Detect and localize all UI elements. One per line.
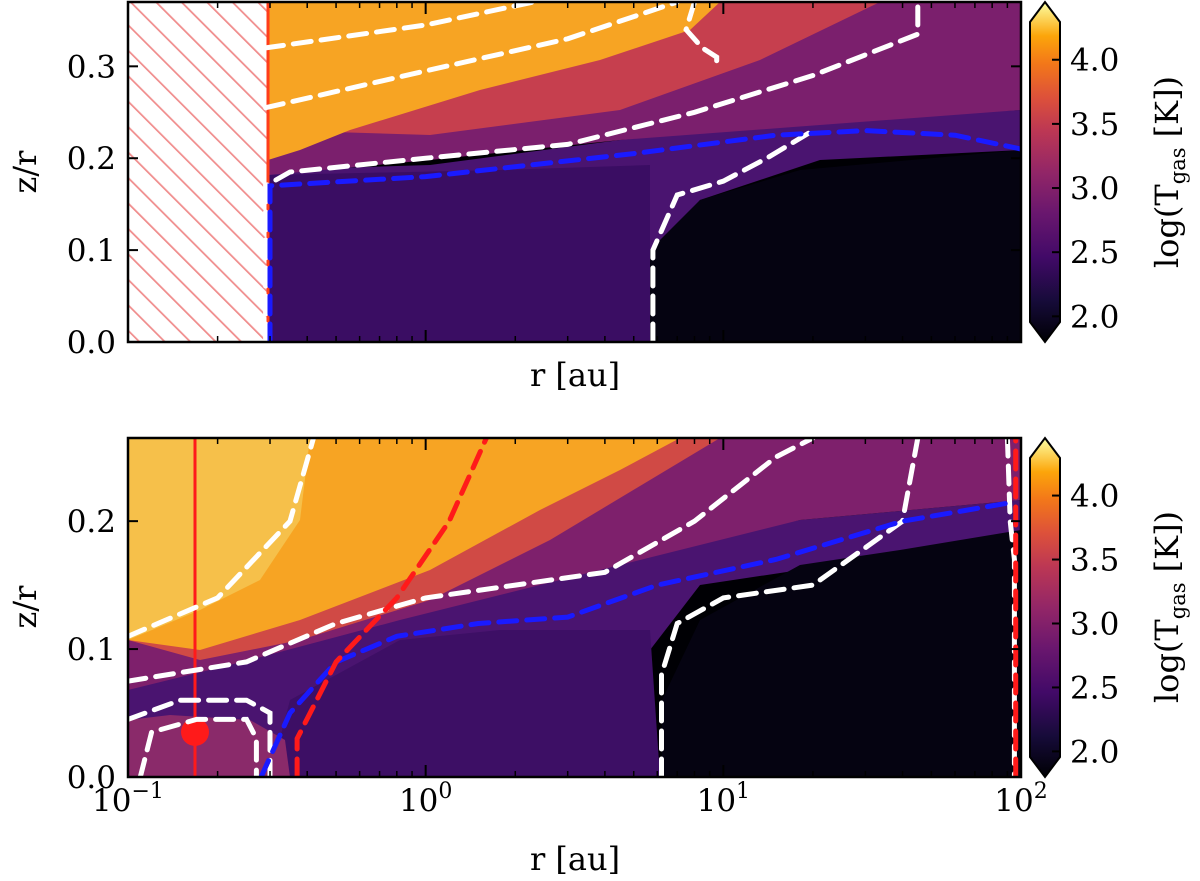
top-ylabel: z/r bbox=[6, 150, 44, 194]
colorbar-tick-label: 3.0 bbox=[1070, 606, 1119, 642]
top-xlabel: r [au] bbox=[530, 356, 620, 394]
top-colorbar-ticks: 2.0 2.5 3.0 3.5 4.0 bbox=[1052, 43, 1119, 335]
top-x-minor-ticks bbox=[127, 2, 1022, 342]
top-region-cold bbox=[650, 150, 1021, 342]
y-tick-label: 0.0 bbox=[67, 325, 116, 361]
x-tick-label: 101 bbox=[697, 779, 750, 819]
top-y-ticks: 0.0 0.1 0.2 0.3 bbox=[67, 49, 1021, 361]
y-tick-label: 0.1 bbox=[67, 632, 116, 668]
white-contour bbox=[650, 128, 816, 342]
bottom-region-midplane bbox=[270, 630, 660, 777]
bottom-axes-frame bbox=[126, 436, 1023, 779]
colorbar-tick-label: 2.0 bbox=[1070, 734, 1119, 770]
white-contour bbox=[128, 438, 316, 639]
bottom-y-ticks: 0.0 0.1 0.2 bbox=[67, 504, 1021, 796]
colorbar-tick-label: 3.0 bbox=[1070, 171, 1119, 207]
colorbar-tick-label: 2.0 bbox=[1070, 299, 1119, 335]
colorbar-tick-label: 4.0 bbox=[1070, 479, 1119, 515]
y-tick-label: 0.2 bbox=[67, 141, 116, 177]
red-marker-dot bbox=[181, 718, 209, 746]
top-region-hottest bbox=[268, 2, 720, 160]
bottom-colorbar-ticks: 2.0 2.5 3.0 3.5 4.0 bbox=[1052, 479, 1119, 770]
top-colorbar: 2.0 2.5 3.0 3.5 4.0 log(Tgas [K]) bbox=[1029, 0, 1190, 344]
bottom-ylabel: z/r bbox=[6, 585, 44, 629]
bottom-region-pale bbox=[128, 438, 310, 640]
white-contour bbox=[128, 697, 273, 777]
blue-contour bbox=[258, 499, 1017, 777]
bottom-contours bbox=[128, 438, 1019, 777]
top-colorbar-label: log(Tgas [K]) bbox=[1148, 76, 1190, 268]
x-tick-label: 10−1 bbox=[92, 779, 164, 819]
white-contour bbox=[263, 2, 921, 342]
x-tick-label: 100 bbox=[399, 779, 452, 819]
x-tick-label: 102 bbox=[994, 779, 1047, 819]
top-region-midplane bbox=[268, 165, 650, 342]
bottom-heatmap bbox=[128, 438, 1021, 777]
y-tick-label: 0.1 bbox=[67, 233, 116, 269]
blue-contour bbox=[267, 128, 1021, 342]
inner-excluded-hatch bbox=[128, 2, 268, 342]
bottom-colorbar: 2.0 2.5 3.0 3.5 4.0 log(Tgas [K]) bbox=[1029, 436, 1190, 779]
bottom-x-ticks: 10−1 100 101 102 bbox=[92, 438, 1048, 819]
top-heatmap bbox=[128, 2, 1021, 342]
top-colorbar-body bbox=[1029, 0, 1061, 344]
bottom-colorbar-body bbox=[1029, 436, 1061, 779]
top-panel: 0.0 0.1 0.2 0.3 r [au] z/r 2.0 2.5 3.0 3.5 4.0 … bbox=[6, 0, 1190, 394]
top-contours bbox=[263, 2, 1021, 342]
y-tick-label: 0.3 bbox=[67, 49, 116, 85]
white-contour bbox=[1004, 438, 1017, 777]
colorbar-tick-label: 2.5 bbox=[1070, 670, 1119, 706]
red-contour bbox=[294, 438, 489, 777]
bottom-xlabel: r [au] bbox=[530, 840, 620, 878]
y-tick-label: 0.0 bbox=[67, 760, 116, 796]
top-axes-frame bbox=[126, 0, 1023, 344]
white-contour bbox=[128, 438, 816, 684]
colorbar-tick-label: 2.5 bbox=[1070, 235, 1119, 271]
white-contour bbox=[683, 2, 720, 69]
bottom-panel: 0.00.10.2 10−1 100 101 102 r [au] z/r 2.02.… bbox=[6, 436, 1190, 878]
white-contour bbox=[137, 716, 259, 777]
white-contour bbox=[263, 2, 680, 111]
colorbar-tick-label: 3.5 bbox=[1070, 107, 1119, 143]
white-contour bbox=[263, 2, 536, 51]
colorbar-tick-label: 4.0 bbox=[1070, 43, 1119, 79]
colorbar-tick-label: 3.5 bbox=[1070, 543, 1119, 579]
y-tick-label: 0.2 bbox=[67, 504, 116, 540]
bottom-colorbar-label: log(Tgas [K]) bbox=[1148, 511, 1190, 703]
